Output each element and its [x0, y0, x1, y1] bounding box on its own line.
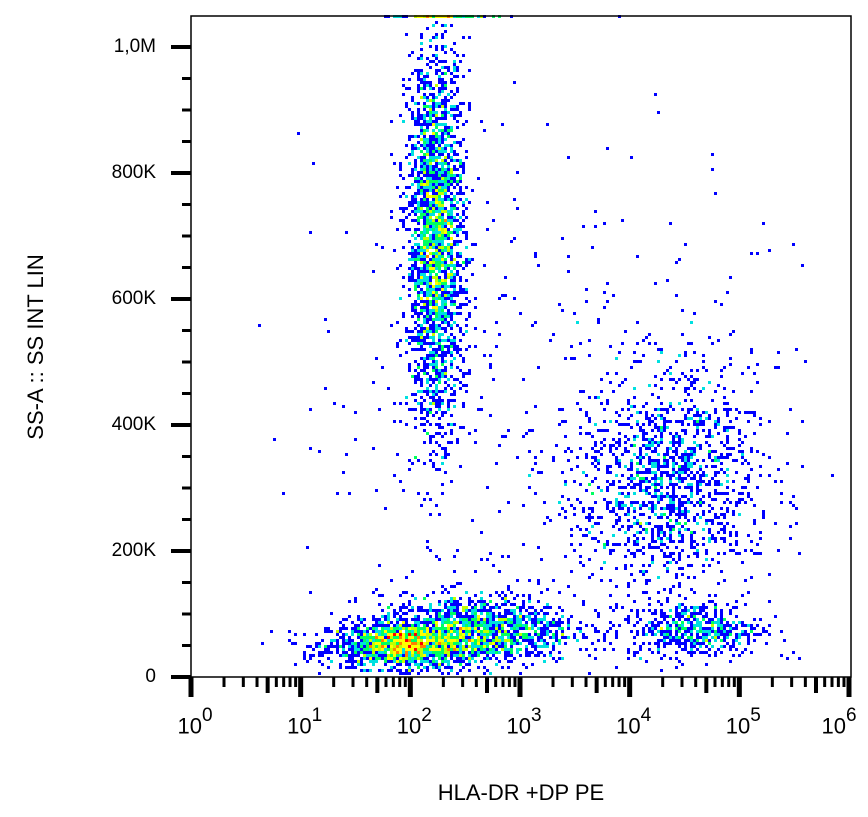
y-axis-title: SS-A :: SS INT LIN: [23, 254, 48, 440]
x-tick-base: 10: [616, 713, 641, 739]
y-tick-label: 600K: [111, 288, 156, 309]
x-tick-base: 10: [821, 713, 846, 739]
x-tick-exponent: 2: [421, 705, 432, 726]
x-axis-title: HLA-DR +DP PE: [437, 780, 605, 805]
x-tick-exponent: 5: [750, 705, 761, 726]
y-tick-label: 200K: [111, 540, 156, 561]
y-tick-label: 400K: [111, 414, 156, 435]
x-tick-label: 106: [821, 706, 856, 739]
x-tick-exponent: 3: [530, 705, 542, 726]
x-tick-exponent: 0: [201, 705, 213, 726]
x-tick-label: 103: [506, 706, 541, 739]
x-tick-label: 102: [396, 706, 432, 739]
y-tick-label: 0: [145, 666, 156, 687]
x-tick-exponent: 6: [845, 705, 857, 726]
x-tick-base: 10: [506, 713, 531, 739]
x-axis-ticks: [188, 677, 852, 697]
x-tick-base: 10: [287, 713, 312, 739]
x-tick-base: 10: [396, 713, 422, 739]
y-tick-label: 800K: [111, 162, 156, 183]
x-tick-exponent: 4: [640, 705, 652, 726]
x-tick-label: 101: [287, 706, 322, 739]
x-tick-exponent: 1: [311, 705, 323, 726]
x-tick-label: 104: [616, 706, 651, 739]
x-tick-label: 100: [177, 706, 212, 739]
x-tick-label: 105: [725, 706, 761, 739]
x-tick-base: 10: [725, 713, 751, 739]
x-tick-base: 10: [177, 713, 202, 739]
y-axis-ticks: [171, 45, 191, 679]
data-points: [258, 15, 834, 675]
y-tick-label: 1,0M: [113, 36, 156, 57]
